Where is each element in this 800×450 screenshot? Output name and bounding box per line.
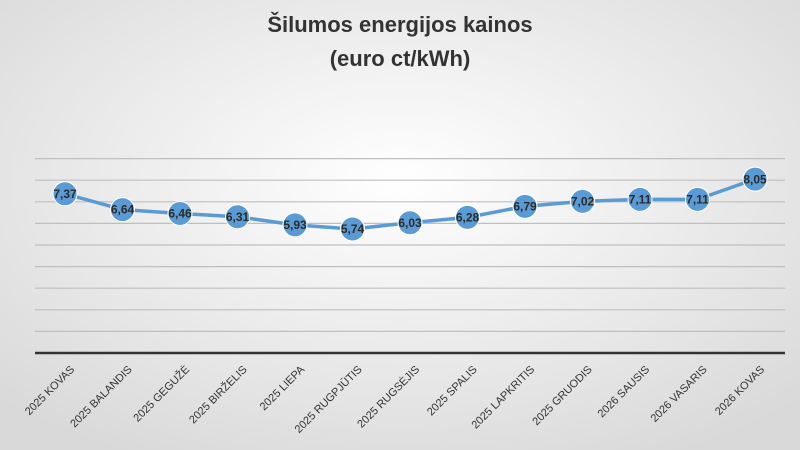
value-label: 6,28 xyxy=(456,211,480,225)
value-label: 7,11 xyxy=(686,193,709,207)
value-label: 6,79 xyxy=(513,200,537,214)
value-label: 6,03 xyxy=(398,216,422,230)
value-label: 6,46 xyxy=(168,207,192,221)
marker xyxy=(282,212,308,238)
marker xyxy=(52,181,78,207)
marker xyxy=(627,186,653,212)
marker xyxy=(685,186,710,212)
value-label: 5,93 xyxy=(283,218,307,232)
value-label: 8,05 xyxy=(743,172,767,186)
marker xyxy=(340,216,365,242)
marker xyxy=(225,204,250,230)
marker xyxy=(455,204,480,230)
value-label: 5,74 xyxy=(341,222,365,236)
value-label: 7,37 xyxy=(53,187,77,201)
value-label: 7,02 xyxy=(571,195,595,209)
marker xyxy=(110,197,135,223)
marker xyxy=(397,210,423,236)
marker xyxy=(512,193,538,219)
value-label: 7,11 xyxy=(629,193,652,207)
value-label: 6,31 xyxy=(226,210,250,224)
marker xyxy=(742,166,768,192)
value-label: 6,64 xyxy=(111,203,135,217)
marker xyxy=(167,200,193,226)
chart-subtitle: (euro ct/kWh) xyxy=(330,46,471,71)
marker xyxy=(570,188,595,214)
chart-title: Šilumos energijos kainos xyxy=(267,12,532,37)
